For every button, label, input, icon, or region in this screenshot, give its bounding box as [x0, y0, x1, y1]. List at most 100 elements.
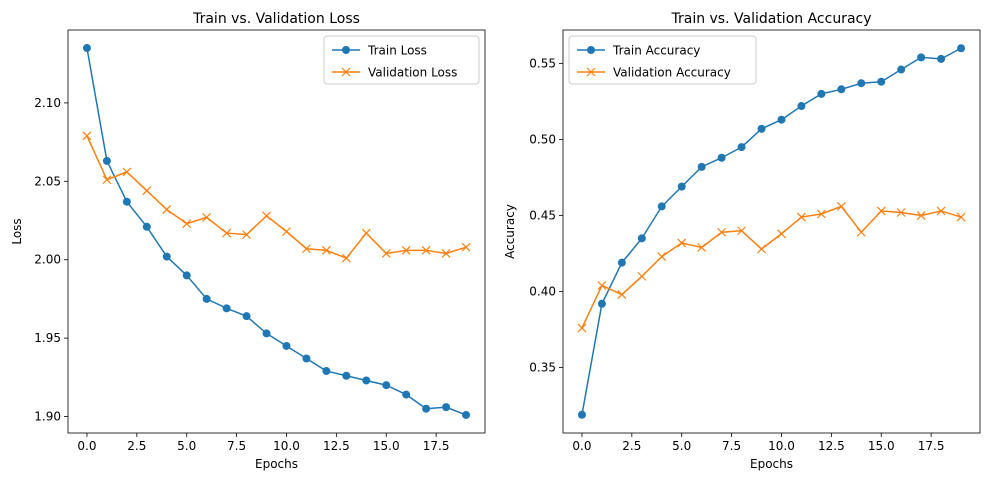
data-point — [302, 354, 311, 363]
data-point — [617, 258, 626, 267]
data-point — [262, 211, 271, 221]
series-validation-loss — [82, 131, 471, 263]
data-point — [717, 153, 726, 162]
data-point — [816, 209, 826, 219]
data-point — [422, 404, 431, 413]
data-point — [401, 245, 411, 255]
x-tick-label: 10.0 — [273, 439, 300, 453]
data-point — [937, 54, 946, 63]
data-point — [957, 44, 966, 53]
accuracy-legend: Train Accuracy Validation Accuracy — [568, 35, 757, 85]
data-point — [122, 197, 131, 206]
legend-marker — [586, 67, 596, 77]
data-point — [162, 205, 172, 214]
data-point — [82, 44, 91, 53]
y-tick-label: 2.00 — [34, 253, 61, 267]
data-point — [442, 403, 451, 412]
data-point — [897, 65, 906, 74]
y-tick-label: 2.05 — [34, 174, 61, 188]
data-point — [777, 115, 786, 124]
data-point — [757, 244, 766, 254]
data-point — [896, 208, 906, 217]
data-point — [877, 77, 886, 86]
data-point — [302, 244, 311, 254]
data-point — [242, 230, 251, 240]
series-line — [86, 47, 467, 416]
y-tick-label: 0.45 — [529, 209, 556, 223]
x-tick-label: 7.5 — [722, 439, 741, 453]
legend-label: Train Accuracy — [612, 44, 700, 58]
y-tick-label: 2.10 — [34, 96, 61, 110]
data-point — [182, 271, 191, 280]
series-line — [581, 205, 962, 329]
data-point — [122, 167, 132, 177]
series-train-loss — [82, 44, 471, 419]
data-point — [797, 102, 806, 111]
loss-y-axis-label: Loss — [10, 218, 24, 244]
data-point — [321, 245, 331, 255]
data-point — [441, 249, 451, 258]
x-tick-label: 7.5 — [227, 439, 246, 453]
data-point — [697, 243, 707, 252]
legend-box — [568, 35, 757, 85]
x-tick-label: 15.0 — [868, 439, 895, 453]
accuracy-chart-panel: Train vs. Validation Accuracy 0.0 2.5 5.0 7.… — [503, 11, 981, 471]
data-point — [262, 329, 271, 338]
data-point — [717, 227, 727, 237]
data-point — [142, 186, 152, 196]
data-point — [361, 228, 371, 238]
data-point — [917, 53, 926, 62]
accuracy-x-axis-label: Epochs — [750, 457, 793, 471]
data-point — [322, 367, 331, 376]
loss-axes-frame — [67, 29, 486, 434]
y-tick-label: 0.50 — [529, 132, 556, 146]
data-point — [677, 182, 686, 191]
legend-box — [323, 35, 480, 85]
loss-legend: Train Loss Validation Loss — [323, 35, 480, 85]
x-tick-label: 10.0 — [768, 439, 795, 453]
x-tick-label: 17.5 — [918, 439, 945, 453]
data-point — [462, 410, 471, 419]
data-point — [362, 376, 371, 385]
data-point — [737, 143, 746, 152]
loss-x-axis-label: Epochs — [255, 457, 298, 471]
data-point — [737, 226, 746, 236]
y-tick-label: 0.35 — [529, 361, 556, 375]
data-point — [282, 227, 291, 236]
data-point — [657, 252, 667, 262]
data-point — [577, 323, 587, 333]
legend-label: Train Loss — [367, 44, 427, 58]
data-point — [382, 381, 391, 390]
series-line — [581, 47, 962, 415]
data-point — [836, 201, 846, 211]
data-point — [617, 290, 627, 300]
data-point — [876, 206, 886, 216]
loss-chart-title: Train vs. Validation Loss — [192, 11, 360, 27]
data-point — [936, 206, 946, 216]
x-tick-label: 2.5 — [127, 439, 146, 453]
data-point — [637, 271, 647, 281]
accuracy-chart-title: Train vs. Validation Accuracy — [670, 11, 871, 27]
data-point — [341, 253, 351, 263]
data-point — [837, 85, 846, 94]
x-tick-label: 15.0 — [373, 439, 400, 453]
data-point — [202, 294, 211, 303]
x-tick-label: 17.5 — [423, 439, 450, 453]
series-validation-accuracy — [577, 201, 966, 333]
data-point — [222, 304, 231, 313]
data-point — [856, 227, 866, 237]
data-point — [757, 124, 766, 133]
data-point — [577, 410, 586, 419]
data-point — [597, 299, 606, 308]
data-point — [421, 245, 431, 255]
data-point — [857, 79, 866, 88]
y-tick-label: 1.90 — [34, 410, 61, 424]
data-point — [142, 222, 151, 231]
legend-marker — [587, 46, 595, 54]
series-train-accuracy — [577, 44, 966, 419]
data-point — [102, 175, 112, 185]
data-point — [342, 371, 351, 380]
data-point — [282, 341, 291, 350]
y-tick-label: 0.40 — [529, 285, 556, 299]
